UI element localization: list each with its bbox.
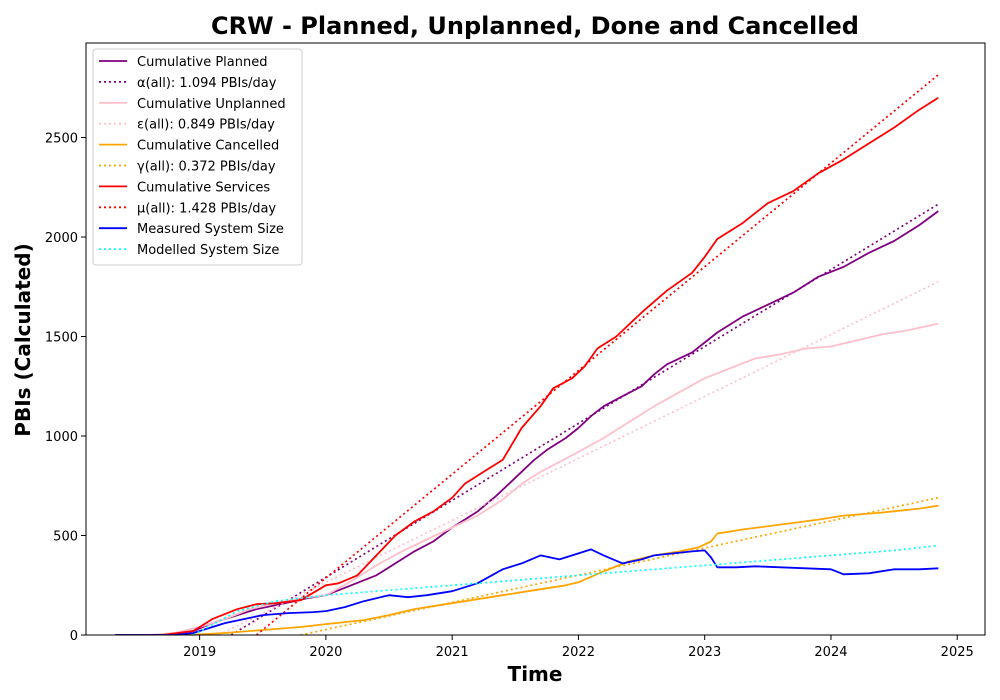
chart-title: CRW - Planned, Unplanned, Done and Cance…: [211, 12, 859, 40]
x-tick-label-1: 2020: [309, 645, 342, 660]
y-tick-label-4: 2000: [45, 231, 78, 246]
legend-label-9: Modelled System Size: [137, 243, 279, 258]
y-tick-label-3: 1500: [45, 331, 78, 346]
legend-box: [92, 48, 303, 266]
y-tick-label-1: 500: [53, 530, 78, 545]
series-line-8: [115, 548, 939, 635]
legend-label-4: Cumulative Cancelled: [137, 139, 279, 154]
y-axis-title: PBIs (Calculated): [11, 243, 35, 436]
series-line-6: [115, 96, 939, 635]
x-tick-label-2: 2021: [436, 645, 469, 660]
x-axis-title: Time: [508, 662, 563, 686]
y-tick-label-5: 2500: [45, 132, 78, 147]
plot-frame: [85, 42, 986, 636]
legend-label-0: Cumulative Planned: [137, 55, 267, 70]
legend-label-2: Cumulative Unplanned: [137, 97, 286, 112]
axes: 2019 2020 2021 2022 2023 2024 2025 0 500 1000 1500…: [45, 42, 986, 660]
legend-label-7: μ(all): 1.428 PBIs/day: [137, 201, 276, 216]
x-tick-label-6: 2025: [941, 645, 974, 660]
legend: Cumulative Planned α(all): 1.094 PBIs/day…: [92, 48, 303, 266]
x-tick-label-3: 2022: [562, 645, 595, 660]
y-tick-label-0: 0: [70, 629, 78, 644]
x-tick-label-5: 2024: [814, 645, 847, 660]
series-line-0: [115, 210, 939, 635]
series-line-4: [115, 504, 939, 635]
series-line-2: [115, 322, 939, 635]
legend-label-6: Cumulative Services: [137, 180, 270, 195]
x-tick-label-4: 2023: [688, 645, 721, 660]
x-tick-label-0: 2019: [183, 645, 216, 660]
series-line-9: [192, 544, 939, 635]
series-line-7: [255, 74, 939, 635]
series-line-3: [218, 281, 939, 635]
legend-label-3: ε(all): 0.849 PBIs/day: [137, 118, 275, 133]
series-line-5: [300, 496, 939, 635]
legend-label-8: Measured System Size: [137, 222, 284, 237]
legend-label-5: γ(all): 0.372 PBIs/day: [137, 160, 276, 175]
legend-label-1: α(all): 1.094 PBIs/day: [137, 76, 277, 91]
plot-area: [115, 74, 939, 635]
y-tick-label-2: 1000: [45, 430, 78, 445]
